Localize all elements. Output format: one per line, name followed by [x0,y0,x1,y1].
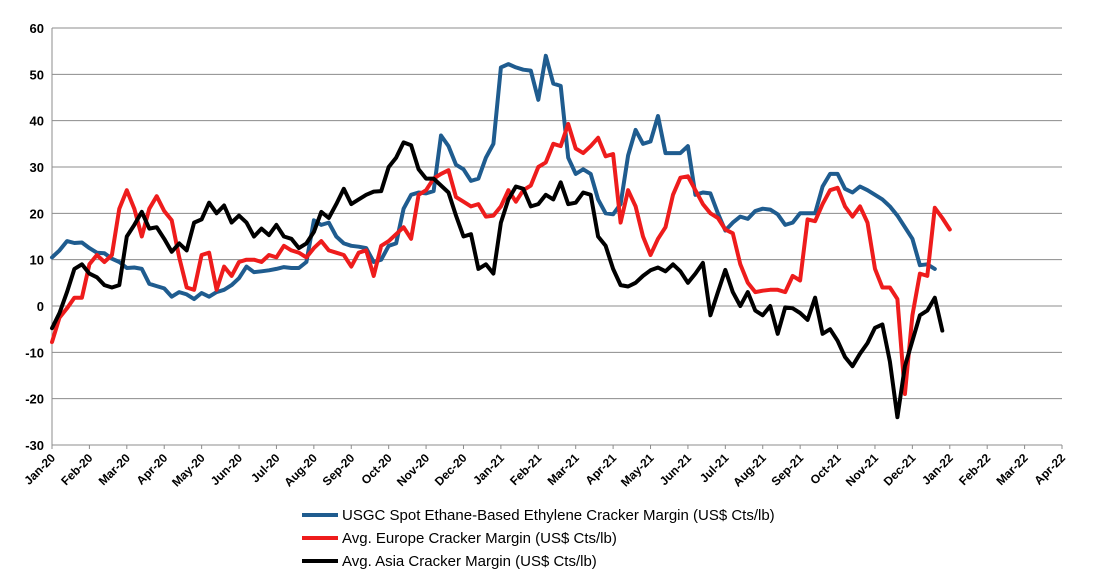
x-tick-label: Dec-20 [432,451,470,489]
series-line-1 [50,53,937,302]
x-tick-label: Mar-22 [993,451,1030,488]
legend-entry: USGC Spot Ethane-Based Ethylene Cracker … [342,507,775,524]
y-tick-label: -10 [25,345,44,360]
x-tick-label: May-21 [618,451,657,490]
x-tick-label: Nov-20 [394,451,432,489]
y-tick-label: 30 [30,160,44,175]
x-tick-label: Oct-20 [358,451,395,488]
legend-entry: Avg. Asia Cracker Margin (US$ Cts/lb) [342,553,597,570]
x-tick-label: Jul-21 [697,451,732,486]
x-tick-label: Jun-20 [208,451,245,488]
x-tick-label: Sep-20 [320,451,358,489]
x-tick-label: May-20 [169,451,208,490]
x-tick-label: Jul-20 [248,451,283,486]
y-tick-label: -20 [25,392,44,407]
legend: USGC Spot Ethane-Based Ethylene Cracker … [302,507,775,570]
x-tick-label: Dec-21 [881,451,919,489]
series-lines [50,53,952,420]
y-tick-label: 0 [37,299,44,314]
x-tick-label: Jan-22 [919,451,956,488]
x-tick-label: Feb-20 [58,451,95,488]
y-tick-label: 50 [30,67,44,82]
x-tick-label: Sep-21 [769,451,807,489]
y-tick-label: -30 [25,438,44,453]
x-tick-label: Jan-20 [21,451,58,488]
x-tick-label: Feb-22 [956,451,993,488]
x-tick-label: Nov-21 [843,451,881,489]
gridlines [51,27,1062,446]
x-tick-label: Mar-20 [96,451,133,488]
x-tick-label: Apr-22 [1031,451,1068,488]
x-tick-label: Oct-21 [807,451,844,488]
series-line-3 [50,140,945,420]
x-tick-label: Apr-20 [134,451,171,488]
legend-entry: Avg. Europe Cracker Margin (US$ Cts/lb) [342,530,617,547]
x-tick-label: Aug-21 [730,451,769,490]
x-tick-label: Feb-21 [507,451,544,488]
y-axis-ticks: -30 -20 -10 0 10 20 30 40 50 60 [25,21,44,453]
y-tick-label: 40 [30,114,44,129]
y-tick-label: 10 [30,253,44,268]
x-tick-label: Jun-21 [657,451,694,488]
series-line-2 [50,121,952,396]
x-tick-label: Jan-21 [470,451,507,488]
x-tick-label: Aug-20 [281,451,320,490]
y-tick-label: 20 [30,206,44,221]
x-tick-label: Apr-21 [582,451,619,488]
y-tick-label: 60 [30,21,44,36]
x-tick-label: Mar-21 [545,451,582,488]
